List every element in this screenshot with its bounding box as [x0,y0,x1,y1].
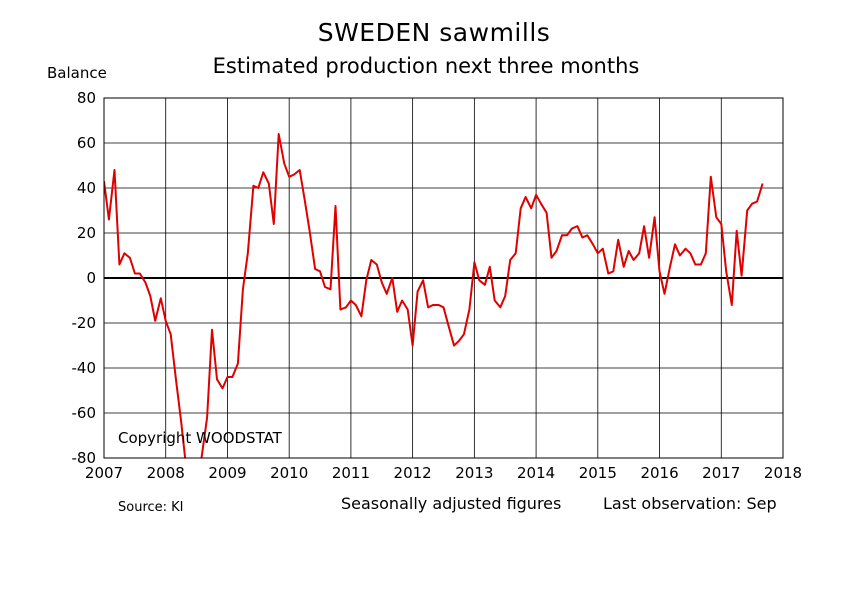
chart-subtitle: Estimated production next three months [212,54,640,78]
x-tick-label: 2009 [208,464,246,482]
y-tick-label: 60 [77,134,96,152]
series-line [104,133,764,458]
x-tick-label: 2008 [147,464,185,482]
x-tick-labels: 2007 2008 2009 2010 2011 2012 2013 2014 2015 2016… [85,464,802,482]
y-tick-label: -40 [72,359,97,377]
chart-title: SWEDEN sawmills [317,18,551,47]
y-tick-label: 20 [77,224,96,242]
last-observation-note: Last observation: Sep [603,494,777,513]
copyright-note: Copyright WOODSTAT [118,429,282,447]
x-tick-label: 2017 [702,464,740,482]
y-tick-labels: -80 -60 -40 -20 0 20 40 60 80 [72,89,97,467]
x-tick-label: 2012 [394,464,432,482]
x-tick-label: 2007 [85,464,123,482]
seasonal-note: Seasonally adjusted figures [341,494,562,513]
y-tick-label: -20 [72,314,97,332]
series-layer [104,133,764,458]
source-note: Source: KI [118,500,184,515]
x-tick-label: 2010 [270,464,308,482]
x-tick-label: 2011 [332,464,370,482]
x-tick-label: 2014 [517,464,555,482]
y-axis-label: Balance [47,64,107,82]
plot-frame [103,97,784,459]
x-tick-label: 2015 [579,464,617,482]
y-tick-label: -60 [72,404,97,422]
y-tick-label: 80 [77,89,96,107]
x-tick-label: 2013 [455,464,493,482]
x-tick-label: 2018 [764,464,802,482]
y-tick-label: 40 [77,179,96,197]
y-tick-label: -80 [72,449,97,467]
y-tick-label: 0 [86,269,96,287]
x-tick-label: 2016 [640,464,678,482]
